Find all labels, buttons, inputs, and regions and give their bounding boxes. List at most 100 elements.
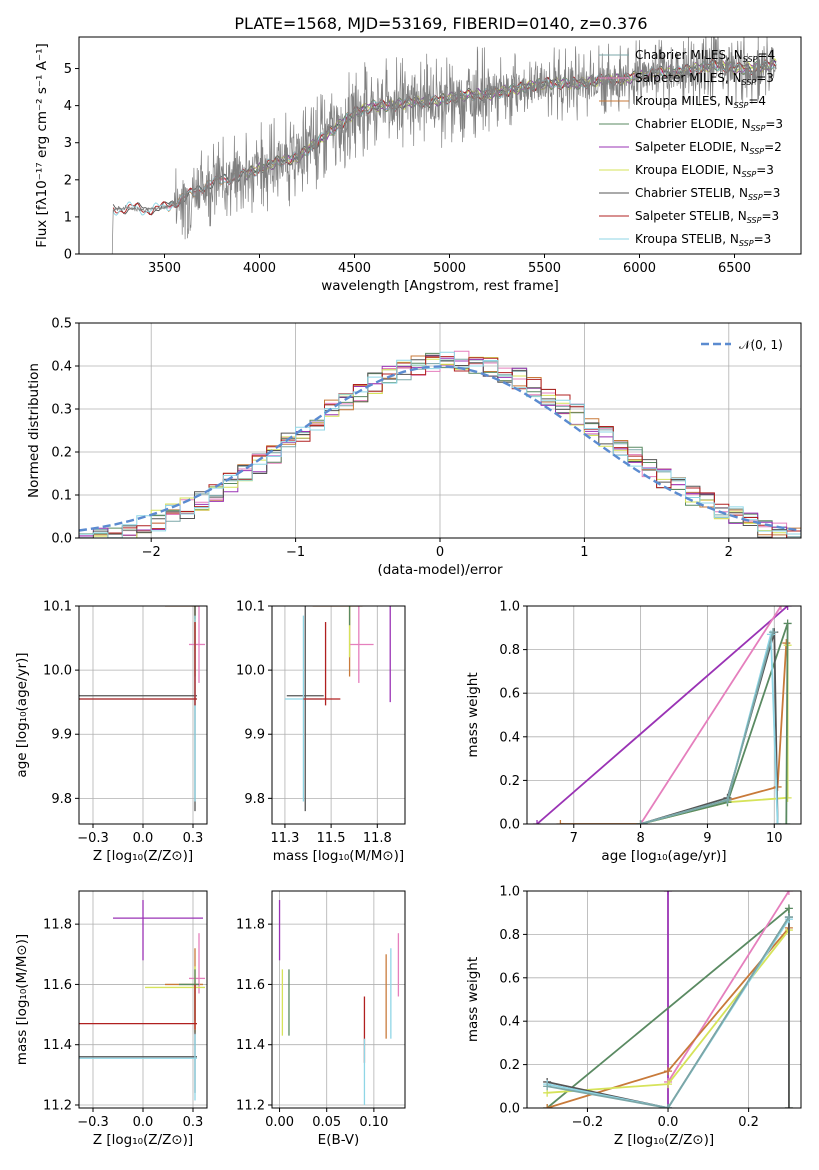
plot-area-mass-weight-vs-z bbox=[543, 891, 793, 1108]
x-tick-label: 11.5 bbox=[317, 831, 346, 846]
x-tick-label: 4500 bbox=[338, 261, 371, 276]
mass-weight-line bbox=[640, 623, 789, 824]
observed-spectrum-line bbox=[109, 37, 777, 254]
x-tick-label: −2 bbox=[142, 545, 161, 560]
panel-spectrum: Chabrier MILES, NSSP=4 Salpeter MILES, NS… bbox=[34, 36, 802, 294]
x-tick-label: 0.0 bbox=[133, 831, 154, 846]
mass-weight-marker bbox=[664, 1104, 673, 1108]
y-tick-label: 11.6 bbox=[236, 978, 265, 993]
x-axis-label: age [log₁₀(age/yr)] bbox=[601, 848, 726, 864]
y-tick-label: 11.4 bbox=[43, 1038, 72, 1053]
y-tick-label: 1.0 bbox=[499, 885, 520, 900]
plot-area-age-vs-z bbox=[79, 606, 205, 812]
y-tick-label: 0 bbox=[64, 248, 72, 263]
y-tick-label: 0.2 bbox=[499, 1058, 520, 1073]
y-tick-label: 0.2 bbox=[51, 446, 72, 461]
plot-area-mass-vs-ebv bbox=[278, 900, 400, 1105]
panel-mass-weight-vs-z: −0.2 0.0 0.2 0.0 0.2 0.4 0.6 0.8 1.0 Z [log₁₀(Z/Z… bbox=[465, 885, 802, 1148]
mass-weight-marker bbox=[533, 820, 542, 824]
y-tick-label: 11.2 bbox=[43, 1098, 72, 1113]
y-tick-label: 0.6 bbox=[499, 687, 520, 702]
y-tick-label: 9.9 bbox=[51, 728, 72, 743]
y-tick-label: 10.1 bbox=[236, 600, 265, 615]
x-tick-label: 0.3 bbox=[183, 1115, 204, 1130]
x-tick-label: 6000 bbox=[623, 261, 656, 276]
y-tick-label: 9.8 bbox=[244, 792, 265, 807]
mass-weight-marker bbox=[723, 796, 732, 805]
panel-residuals: 𝒩(0, 1) −2 −1 0 1 2 0.0 0.1 0.2 0.3 0.4 0.5 (data-mo… bbox=[26, 317, 802, 578]
mass-weight-marker bbox=[784, 1104, 793, 1108]
mass-weight-marker bbox=[664, 1080, 673, 1089]
axes-frame bbox=[78, 36, 802, 255]
x-tick-label: 11.8 bbox=[363, 831, 392, 846]
axes-frame bbox=[526, 605, 802, 825]
y-tick-label: 11.8 bbox=[236, 918, 265, 933]
residual-histogram bbox=[79, 351, 801, 538]
x-tick-label: −0.2 bbox=[572, 1115, 604, 1130]
x-tick-label: −0.3 bbox=[77, 1115, 109, 1130]
y-tick-label: 10.0 bbox=[236, 664, 265, 679]
plot-area-mass-vs-z bbox=[79, 900, 205, 1101]
x-tick-label: 5500 bbox=[528, 261, 561, 276]
y-axis-label: mass [log₁₀(M/M⊙)] bbox=[14, 934, 30, 1065]
mass-weight-marker bbox=[784, 913, 793, 922]
legend-label: Kroupa MILES, NSSP=4 bbox=[635, 94, 766, 110]
mass-weight-marker bbox=[783, 793, 792, 802]
legend-label: 𝒩(0, 1) bbox=[739, 338, 783, 352]
y-axis-label: Normed distribution bbox=[26, 363, 42, 498]
y-tick-label: 0.4 bbox=[499, 730, 520, 745]
x-tick-label: 0.10 bbox=[359, 1115, 388, 1130]
mass-weight-marker bbox=[784, 891, 793, 895]
x-tick-label: 8 bbox=[636, 831, 644, 846]
x-axis-label: mass [log₁₀(M/M⊙)] bbox=[273, 848, 404, 864]
x-tick-label: −1 bbox=[286, 545, 305, 560]
x-tick-label: 7 bbox=[570, 831, 578, 846]
figure-title: PLATE=1568, MJD=53169, FIBERID=0140, z=0… bbox=[234, 14, 647, 33]
y-tick-label: 1 bbox=[64, 210, 72, 225]
y-tick-label: 11.2 bbox=[236, 1098, 265, 1113]
x-tick-label: 2 bbox=[725, 545, 733, 560]
y-axis-label: mass weight bbox=[465, 957, 481, 1042]
axes-frame bbox=[526, 890, 802, 1109]
x-tick-label: 3500 bbox=[148, 261, 181, 276]
mass-weight-marker bbox=[664, 1067, 673, 1076]
y-tick-label: 0.1 bbox=[51, 489, 72, 504]
mass-weight-marker bbox=[768, 628, 777, 637]
legend-label: Chabrier ELODIE, NSSP=3 bbox=[635, 117, 783, 133]
legend-label: Salpeter STELIB, NSSP=3 bbox=[635, 209, 779, 225]
y-tick-label: 0.2 bbox=[499, 774, 520, 789]
legend-label: Salpeter MILES, NSSP=3 bbox=[635, 71, 774, 87]
y-axis-label: age [log₁₀(age/yr)] bbox=[14, 652, 30, 777]
x-tick-label: 0.0 bbox=[658, 1115, 679, 1130]
plot-area-age-vs-mass bbox=[284, 606, 391, 812]
mass-weight-marker bbox=[783, 606, 792, 610]
y-tick-label: 9.8 bbox=[51, 792, 72, 807]
x-tick-label: 1 bbox=[580, 545, 588, 560]
x-axis-label: Z [log₁₀(Z/Z⊙)] bbox=[93, 848, 193, 864]
legend-label: Chabrier MILES, NSSP=4 bbox=[635, 48, 775, 64]
y-tick-label: 0.0 bbox=[499, 818, 520, 833]
legend-label: Salpeter ELODIE, NSSP=2 bbox=[635, 140, 782, 156]
x-tick-label: 5000 bbox=[433, 261, 466, 276]
mass-weight-marker bbox=[543, 1082, 552, 1091]
x-tick-label: −0.3 bbox=[77, 831, 109, 846]
mass-weight-marker bbox=[664, 891, 673, 895]
plot-area-spectrum bbox=[109, 37, 777, 254]
x-tick-label: 0 bbox=[436, 545, 444, 560]
mass-weight-marker bbox=[783, 619, 792, 628]
x-tick-label: 4000 bbox=[243, 261, 276, 276]
x-tick-label: 0.3 bbox=[183, 831, 204, 846]
x-axis-label: (data-model)/error bbox=[377, 562, 503, 578]
y-tick-label: 0.5 bbox=[51, 317, 72, 332]
mass-weight-marker bbox=[636, 820, 645, 824]
panels-group: Chabrier MILES, NSSP=4 Salpeter MILES, NS… bbox=[14, 36, 802, 1148]
mass-weight-marker bbox=[556, 820, 565, 824]
panel-mass-weight-vs-age: 7 8 9 10 0.0 0.2 0.4 0.6 0.8 1.0 age [log₁₀(age/yr… bbox=[465, 600, 802, 864]
x-axis-label: wavelength [Angstrom, rest frame] bbox=[321, 278, 559, 294]
x-axis-label: E(B-V) bbox=[318, 1132, 360, 1148]
plot-area-mass-weight-vs-age bbox=[533, 606, 792, 824]
legend-label: Kroupa ELODIE, NSSP=3 bbox=[635, 163, 774, 179]
x-tick-label: 6500 bbox=[718, 261, 751, 276]
y-tick-label: 11.4 bbox=[236, 1038, 265, 1053]
mass-weight-marker bbox=[784, 904, 793, 913]
